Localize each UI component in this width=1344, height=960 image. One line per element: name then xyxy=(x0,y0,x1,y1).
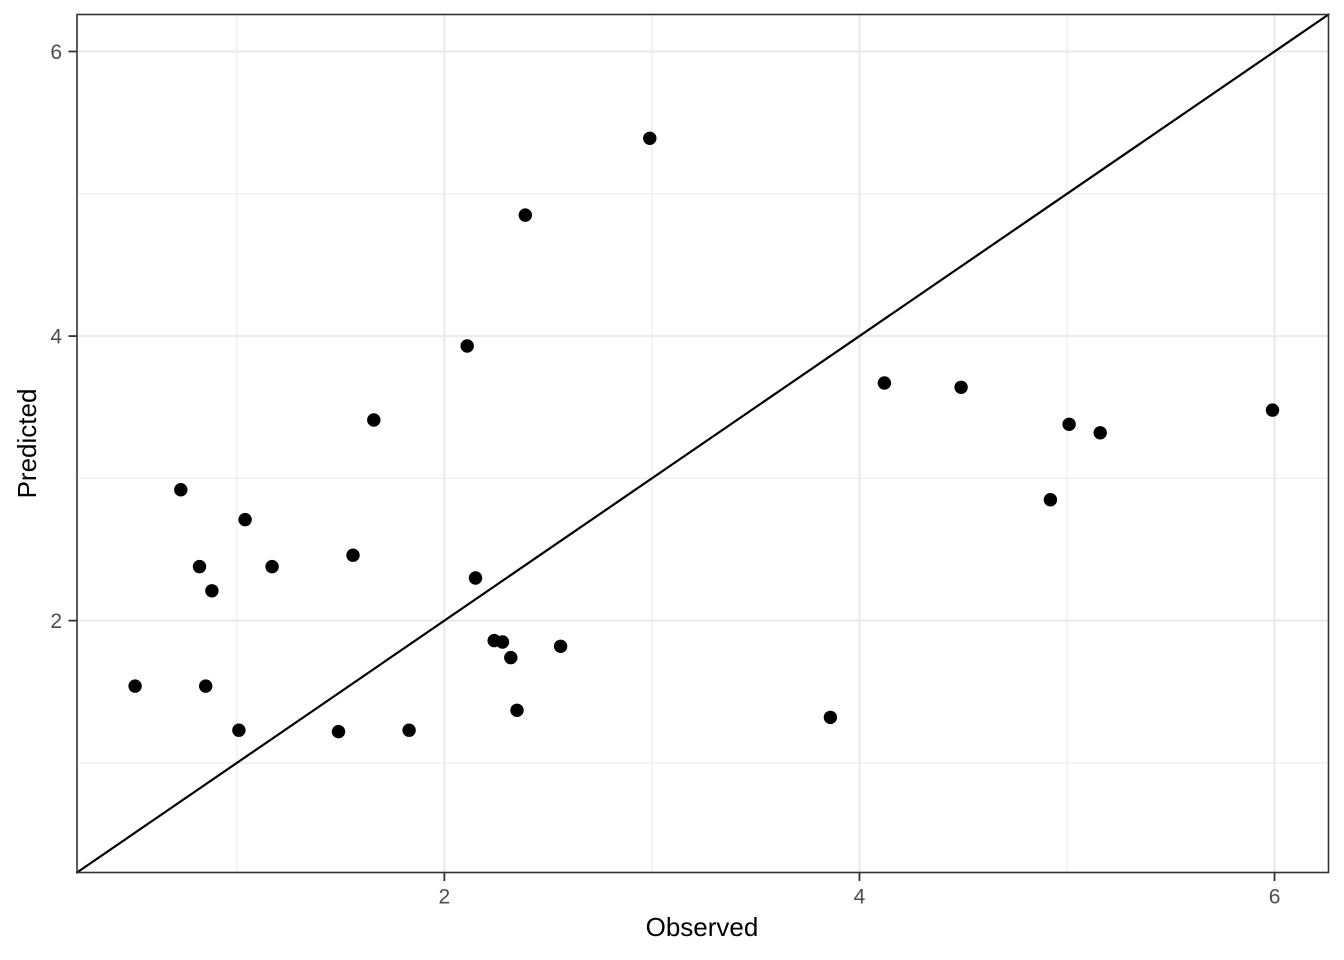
y-axis-ticks xyxy=(68,50,77,622)
data-point xyxy=(1043,493,1058,507)
data-point xyxy=(238,512,252,527)
panel-border xyxy=(76,13,1330,874)
data-point xyxy=(877,376,892,390)
data-point xyxy=(1093,426,1107,440)
data-point xyxy=(367,413,381,427)
data-point xyxy=(192,559,207,574)
data-point xyxy=(954,380,968,394)
data-points xyxy=(128,131,1280,739)
data-point xyxy=(402,723,416,737)
x-tick-label-4: 4 xyxy=(854,886,866,909)
data-point xyxy=(346,548,360,562)
minor-gridlines xyxy=(77,14,1329,873)
data-point xyxy=(468,571,483,585)
major-gridlines xyxy=(77,14,1329,873)
data-point xyxy=(643,131,657,145)
data-point xyxy=(128,679,142,693)
data-point xyxy=(1062,417,1076,431)
x-tick-label-2: 2 xyxy=(439,886,451,909)
x-tick-label-6: 6 xyxy=(1269,886,1281,909)
data-point xyxy=(553,639,568,653)
data-point xyxy=(460,339,474,353)
x-axis-tick-labels: 2 4 6 xyxy=(439,886,1281,909)
y-tick-label-2: 2 xyxy=(50,610,62,633)
x-axis-title: Observed xyxy=(646,912,759,942)
data-point xyxy=(504,650,518,665)
identity-reference-line xyxy=(75,13,1330,874)
x-axis-ticks xyxy=(443,872,1276,881)
y-axis-tick-labels: 2 4 6 xyxy=(50,41,62,633)
data-point xyxy=(205,584,219,598)
y-axis-title: Predicted xyxy=(12,389,42,499)
y-tick-label-4: 4 xyxy=(50,326,62,349)
data-point xyxy=(232,723,246,737)
data-point xyxy=(174,483,188,497)
data-point xyxy=(199,679,213,693)
data-point xyxy=(510,703,524,717)
data-point xyxy=(265,559,279,574)
data-point xyxy=(495,635,510,649)
data-point xyxy=(1265,403,1280,417)
data-point xyxy=(331,724,346,739)
data-point xyxy=(518,208,532,222)
data-point xyxy=(823,710,838,725)
y-tick-label-6: 6 xyxy=(50,41,62,64)
